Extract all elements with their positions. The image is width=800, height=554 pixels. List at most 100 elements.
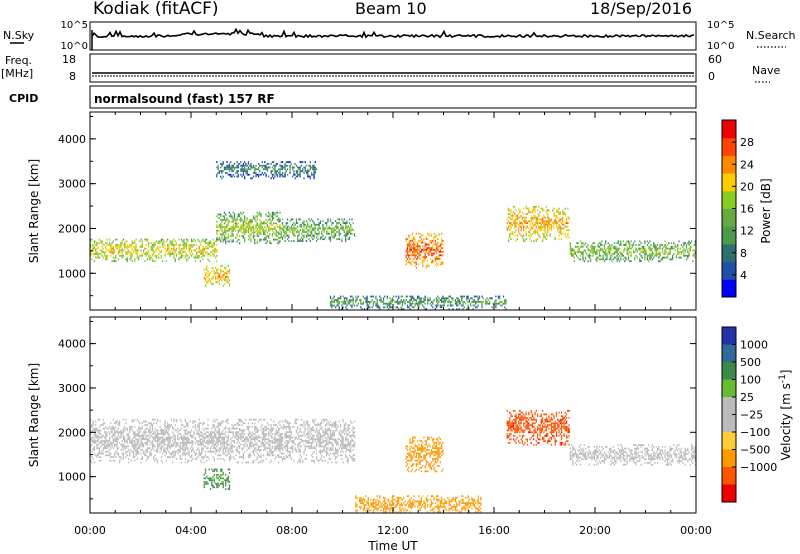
data-cell xyxy=(164,450,166,453)
data-cell xyxy=(283,234,285,237)
data-cell xyxy=(115,456,117,458)
data-cell xyxy=(627,253,630,255)
data-cell xyxy=(685,244,688,246)
data-cell xyxy=(584,249,587,252)
data-cell xyxy=(442,295,444,298)
data-cell xyxy=(134,449,136,451)
data-cell xyxy=(202,258,204,261)
data-cell xyxy=(260,425,262,428)
data-cell xyxy=(199,260,202,263)
data-cell xyxy=(636,249,638,252)
data-cell xyxy=(126,429,128,432)
data-cell xyxy=(521,236,524,239)
data-cell xyxy=(589,258,592,261)
data-cell xyxy=(92,427,94,430)
data-cell xyxy=(227,236,229,239)
data-cell xyxy=(281,161,284,163)
data-cell xyxy=(207,434,209,437)
data-cell xyxy=(419,299,421,301)
data-cell xyxy=(140,249,142,252)
data-cell xyxy=(300,225,303,228)
data-cell xyxy=(434,239,436,242)
data-cell xyxy=(439,306,441,309)
data-cell xyxy=(617,258,619,261)
data-cell xyxy=(591,247,593,250)
data-cell xyxy=(238,418,241,421)
data-cell xyxy=(246,229,248,232)
data-cell xyxy=(295,220,298,223)
data-cell xyxy=(338,306,340,309)
data-cell xyxy=(112,240,114,243)
data-cell xyxy=(91,425,93,428)
data-cell xyxy=(528,227,530,230)
data-cell xyxy=(274,213,276,216)
data-cell xyxy=(300,170,303,172)
data-cell xyxy=(269,242,271,245)
data-cell xyxy=(153,244,155,246)
data-cell xyxy=(145,238,147,241)
data-cell xyxy=(256,231,258,234)
data-cell xyxy=(613,256,616,259)
data-cell xyxy=(245,438,247,441)
data-cell xyxy=(194,425,197,428)
data-cell xyxy=(153,249,155,252)
data-cell xyxy=(601,258,603,261)
data-cell xyxy=(440,299,443,301)
data-cell xyxy=(367,304,370,307)
data-cell xyxy=(315,232,318,235)
data-cell xyxy=(175,457,178,460)
data-cell xyxy=(509,236,511,239)
data-cell xyxy=(160,441,162,444)
power-feature-6 xyxy=(569,240,696,263)
data-cell xyxy=(685,258,688,261)
data-cell xyxy=(164,438,166,441)
data-cell xyxy=(295,218,298,221)
power-feature-5 xyxy=(506,205,570,242)
data-cell xyxy=(182,445,184,448)
data-cell xyxy=(167,238,169,241)
data-cell xyxy=(410,254,412,257)
data-cell xyxy=(334,234,337,237)
data-cell xyxy=(191,441,193,444)
data-cell xyxy=(225,218,227,221)
data-cell xyxy=(616,242,618,245)
data-cell xyxy=(185,422,188,425)
data-cell xyxy=(214,272,217,275)
data-cell xyxy=(432,302,434,305)
data-cell xyxy=(192,434,194,437)
data-cell xyxy=(659,260,661,263)
data-cell xyxy=(260,238,262,241)
data-cell xyxy=(565,222,568,224)
data-cell xyxy=(116,438,118,441)
data-cell xyxy=(127,436,130,439)
data-cell xyxy=(624,249,626,252)
data-cell xyxy=(560,238,563,241)
data-cell xyxy=(257,235,260,237)
data-cell xyxy=(223,447,226,450)
data-cell xyxy=(279,236,281,239)
data-cell xyxy=(683,247,685,250)
data-cell xyxy=(262,227,265,230)
power-colorbar-tick-label: 8 xyxy=(740,247,747,260)
data-cell xyxy=(536,223,539,226)
data-cell xyxy=(310,223,313,226)
data-cell xyxy=(583,249,585,252)
data-cell xyxy=(242,170,245,172)
data-cell xyxy=(100,440,102,442)
data-cell xyxy=(411,247,414,249)
data-cell xyxy=(299,238,301,241)
data-cell xyxy=(223,445,226,448)
data-cell xyxy=(217,213,219,216)
data-cell xyxy=(107,454,109,457)
data-cell xyxy=(337,297,339,300)
data-cell xyxy=(534,223,536,226)
data-cell xyxy=(136,441,138,444)
data-cell xyxy=(632,244,635,246)
data-cell xyxy=(119,245,121,248)
data-cell xyxy=(424,252,426,255)
data-cell xyxy=(233,445,236,448)
data-cell xyxy=(137,450,140,453)
data-cell xyxy=(244,177,246,180)
data-cell xyxy=(111,456,113,458)
data-cell xyxy=(175,450,178,453)
